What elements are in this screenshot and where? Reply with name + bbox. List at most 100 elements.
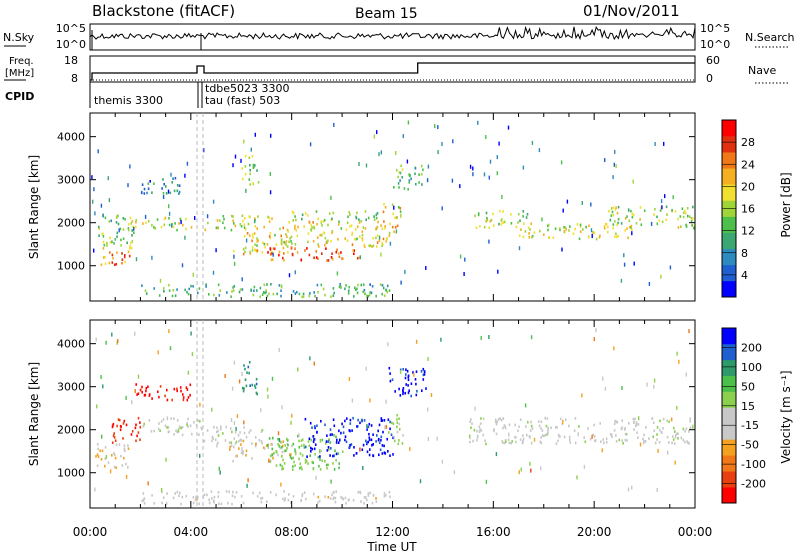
data-cell — [640, 223, 643, 226]
data-cell — [300, 465, 302, 469]
data-cell — [283, 499, 286, 502]
data-cell — [298, 292, 301, 296]
data-cell — [102, 213, 104, 218]
data-cell — [389, 420, 391, 424]
data-cell — [349, 443, 351, 447]
data-cell — [93, 187, 95, 192]
data-cell — [493, 224, 495, 227]
data-cell — [104, 255, 106, 259]
data-cell — [517, 429, 519, 433]
data-cell — [520, 467, 522, 472]
data-cell — [292, 465, 294, 468]
data-cell — [93, 248, 95, 253]
data-cell — [118, 443, 121, 446]
data-cell — [635, 424, 637, 428]
data-cell — [389, 427, 391, 431]
data-cell — [496, 420, 499, 423]
data-cell — [607, 225, 609, 229]
data-cell — [338, 285, 341, 289]
data-cell — [227, 501, 229, 505]
data-cell — [309, 292, 311, 295]
data-cell — [289, 454, 292, 458]
data-cell — [104, 464, 106, 468]
data-cell — [147, 187, 150, 190]
colorbar-swatch — [722, 455, 736, 472]
data-cell — [656, 433, 658, 436]
data-cell — [469, 164, 472, 169]
data-cell — [395, 216, 397, 219]
data-cell — [611, 435, 613, 439]
data-cell — [168, 204, 170, 209]
data-cell — [233, 285, 236, 288]
data-cell — [174, 176, 177, 180]
data-cell — [186, 422, 188, 425]
data-cell — [131, 400, 133, 405]
data-cell — [244, 367, 246, 371]
data-cell — [663, 141, 665, 146]
data-cell — [130, 222, 133, 225]
data-cell — [230, 214, 233, 218]
data-cell — [280, 455, 283, 458]
data-cell — [123, 255, 126, 259]
data-cell — [408, 174, 411, 178]
cpid-entry-tdbe: tdbe5023 3300 — [205, 82, 290, 95]
data-cell — [337, 441, 340, 444]
data-cell — [213, 501, 215, 504]
data-cell — [412, 371, 414, 374]
data-cell — [249, 250, 251, 254]
data-cell — [468, 434, 471, 438]
data-cell — [100, 203, 103, 208]
data-cell — [166, 426, 168, 429]
data-cell — [547, 427, 549, 430]
data-cell — [285, 243, 287, 247]
data-cell — [592, 433, 594, 437]
data-cell — [396, 421, 399, 424]
data-cell — [568, 424, 570, 428]
data-cell — [177, 428, 180, 433]
data-cell — [294, 292, 297, 295]
data-cell — [485, 220, 487, 223]
data-cell — [336, 438, 338, 442]
data-cell — [333, 122, 335, 127]
data-cell — [530, 420, 532, 424]
data-cell — [130, 241, 132, 245]
data-cell — [312, 492, 315, 496]
data-cell — [130, 246, 133, 250]
data-cell — [564, 226, 567, 229]
data-cell — [356, 425, 358, 428]
data-cell — [256, 227, 258, 230]
data-cell — [525, 216, 528, 219]
data-cell — [398, 422, 401, 426]
data-cell — [420, 164, 423, 168]
data-cell — [328, 448, 330, 451]
data-cell — [285, 449, 287, 452]
data-cell — [278, 438, 281, 442]
data-cell — [365, 163, 368, 168]
data-cell — [267, 443, 269, 447]
data-cell — [620, 222, 623, 225]
data-cell — [348, 210, 350, 214]
data-cell — [616, 223, 618, 227]
data-cell — [251, 457, 253, 460]
data-cell — [579, 223, 582, 227]
data-cell — [301, 213, 304, 217]
data-cell — [673, 442, 676, 445]
data-cell — [164, 394, 166, 398]
data-cell — [111, 454, 113, 457]
data-cell — [472, 439, 474, 443]
data-cell — [178, 184, 181, 187]
data-cell — [353, 295, 355, 298]
data-cell — [352, 499, 355, 502]
data-cell — [555, 426, 557, 429]
data-cell — [523, 222, 525, 225]
cpid-entry-tau: tau (fast) 503 — [205, 94, 280, 107]
data-cell — [577, 432, 579, 437]
data-cell — [659, 209, 662, 212]
data-cell — [251, 442, 253, 445]
data-cell — [244, 165, 247, 168]
data-cell — [676, 351, 678, 356]
data-cell — [637, 436, 639, 439]
data-cell — [286, 437, 288, 441]
colorbar-swatch — [722, 136, 736, 153]
data-cell — [296, 234, 299, 238]
